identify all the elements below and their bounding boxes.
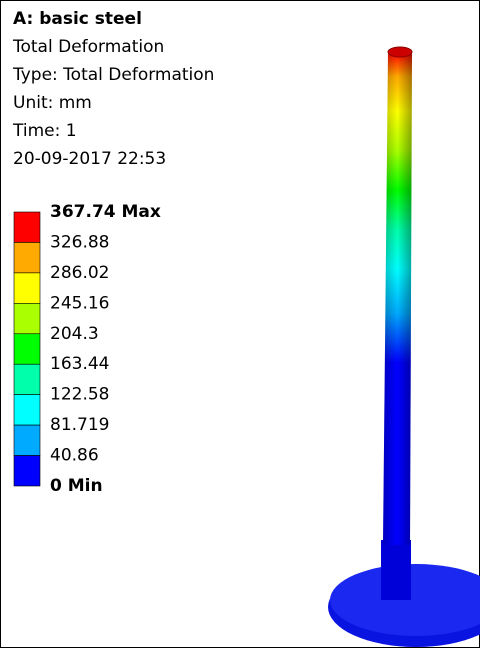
column-top	[388, 47, 412, 57]
column-shading	[383, 52, 412, 545]
legend-label: 245.16	[50, 293, 109, 313]
legend-label: 204.3	[50, 324, 99, 344]
column-neck	[381, 540, 411, 600]
legend-swatch	[14, 395, 40, 425]
legend-swatch	[14, 456, 40, 486]
legend-label: 163.44	[50, 354, 109, 374]
legend-swatch	[14, 212, 40, 242]
legend-swatch	[14, 425, 40, 455]
legend-label: 326.88	[50, 232, 109, 252]
legend-swatch	[14, 334, 40, 364]
legend-label: 122.58	[50, 385, 109, 405]
legend-swatch	[14, 303, 40, 333]
legend-label: 81.719	[50, 415, 109, 435]
legend-swatch	[14, 364, 40, 394]
legend-label: 367.74 Max	[50, 202, 161, 222]
column-model	[328, 47, 480, 647]
legend: 367.74 Max 326.88 286.02 245.16 204.3 163.44 1…	[14, 202, 161, 496]
legend-label: 0 Min	[50, 476, 103, 496]
legend-swatch	[14, 273, 40, 303]
legend-label: 286.02	[50, 263, 109, 283]
model-view: 367.74 Max 326.88 286.02 245.16 204.3 163.44 1…	[0, 0, 480, 648]
legend-swatch	[14, 242, 40, 272]
legend-label: 40.86	[50, 446, 99, 466]
